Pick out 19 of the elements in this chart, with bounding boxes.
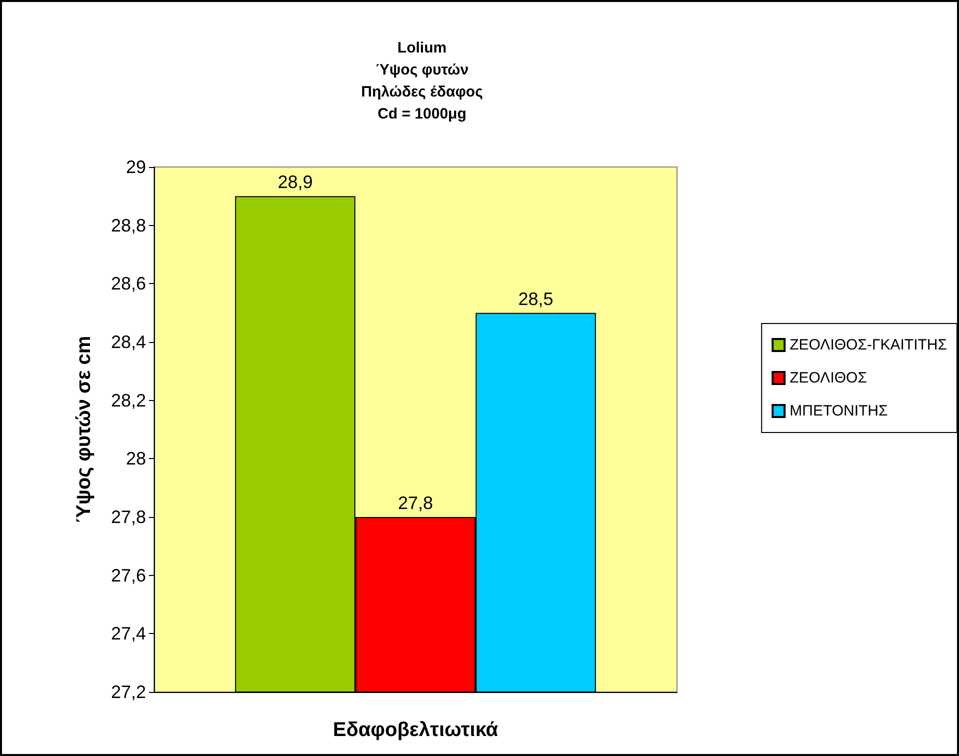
y-tick-label: 28,6: [110, 274, 146, 294]
y-tick-label: 28,2: [110, 390, 146, 410]
legend-label: ΖΕΟΛΙΘΟΣ: [790, 370, 867, 386]
data-label: 27,8: [398, 493, 434, 513]
data-label: 28,9: [278, 172, 313, 192]
legend-label: ΖΕΟΛΙΘΟΣ-ΓΚΑΙΤΙΤΗΣ: [790, 336, 947, 354]
data-label: 28,5: [518, 288, 554, 309]
y-axis-title: Ύψος φυτών σε cm: [73, 336, 95, 524]
y-tick-label: 27,4: [110, 624, 146, 644]
y-tick-label: 27,6: [110, 565, 146, 586]
legend-label: ΜΠΕΤΟΝΙΤΗΣ: [790, 402, 888, 420]
x-axis-title: Εδαφοβελτιωτικά: [332, 719, 499, 741]
y-tick-label: 28,4: [110, 332, 146, 352]
y-tick-label: 27,8: [110, 507, 146, 527]
y-tick-label: 27,2: [110, 682, 146, 702]
y-tick-label: 28,8: [110, 215, 146, 236]
chart-title: Lolium Ύψος φυτών Πηλώδες έδαφος Cd = 1000μg: [361, 40, 484, 122]
y-tick-label: 29: [126, 157, 146, 177]
y-tick-label: 28: [126, 448, 146, 469]
